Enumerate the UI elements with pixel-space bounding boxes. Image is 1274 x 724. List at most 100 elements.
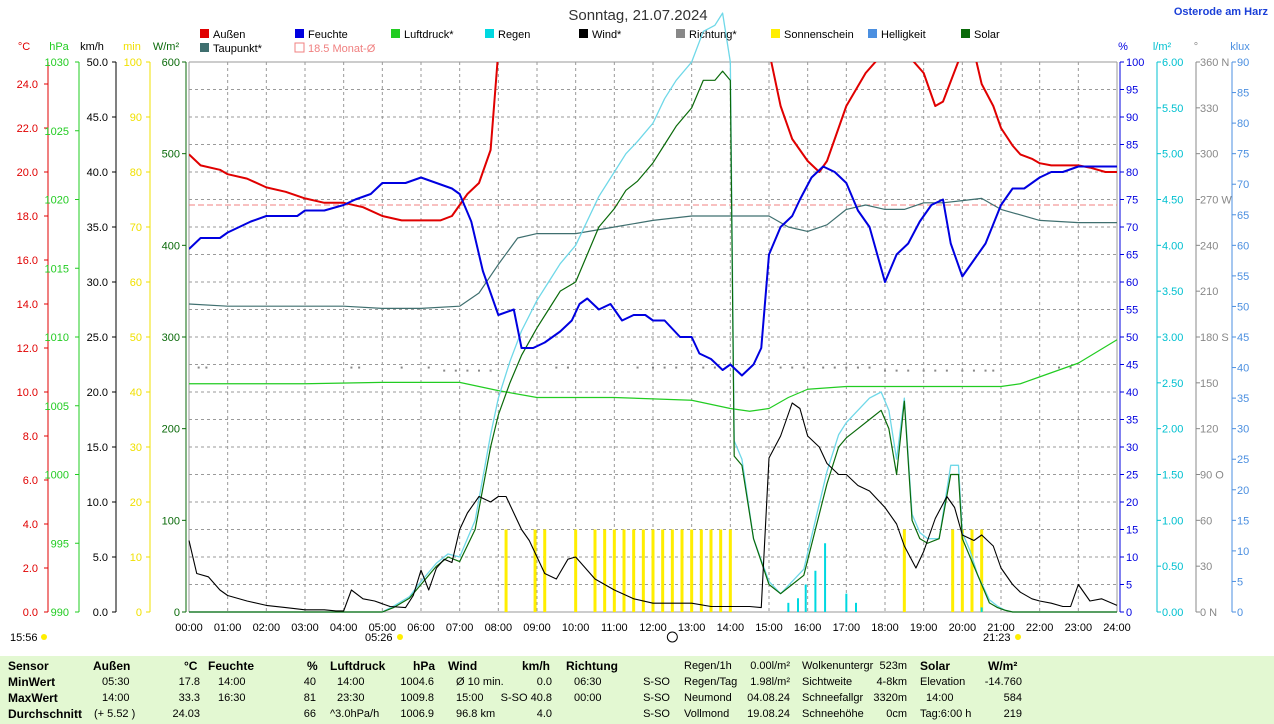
direction-dot: [663, 366, 666, 369]
brightness-tick-label: 25: [1237, 454, 1249, 466]
regen-1h-label: Regen/1h: [684, 660, 732, 672]
brightness-tick-label: 40: [1237, 363, 1249, 375]
legend-label-solar: Solar: [974, 29, 1000, 41]
rain-tick-label: 1.00: [1162, 515, 1183, 527]
brightness-tick-label: 75: [1237, 149, 1249, 161]
x-tick-label: 23:00: [1065, 622, 1093, 634]
direction-dot: [1069, 366, 1072, 369]
direction-dot: [702, 366, 705, 369]
x-tick-label: 08:00: [485, 622, 513, 634]
humidity-tick-label: 85: [1126, 140, 1138, 152]
pressure-tick-label: 1000: [45, 470, 69, 482]
temp-tick-label: 4.0: [23, 519, 38, 531]
brightness-tick-label: 70: [1237, 179, 1249, 191]
direction-tick-label: 330: [1200, 103, 1218, 115]
direction-tick-label: 150: [1200, 378, 1218, 390]
solar-axis-unit: W/m²: [153, 41, 180, 53]
sunshine-bar: [641, 529, 645, 612]
direction-tick-label: 240: [1200, 240, 1218, 252]
neumond-label: Neumond: [684, 692, 732, 704]
legend-swatch-taupunkt: [200, 43, 209, 52]
wind-tick-label: 30.0: [87, 277, 108, 289]
sunmin-tick-label: 30: [130, 442, 142, 454]
sunshine-bar: [960, 529, 964, 612]
legend-label-au-en: Außen: [213, 29, 245, 41]
sunshine-bar: [533, 529, 537, 612]
temperature-line: [189, 62, 1117, 222]
wind-tick-label: 25.0: [87, 332, 108, 344]
direction-dot: [350, 366, 353, 369]
temp-axis-unit: °C: [18, 41, 30, 53]
solar-max-time: 14:00: [926, 692, 954, 704]
richtung-header: Richtung: [566, 659, 618, 673]
solar-elevation-value: -14.760: [984, 676, 1022, 688]
x-tick-label: 00:00: [175, 622, 203, 634]
brightness-tick-label: 80: [1237, 118, 1249, 130]
humidity-tick-label: 20: [1126, 497, 1138, 509]
direction-dot: [636, 366, 639, 369]
pressure-tick-label: 1005: [45, 401, 69, 413]
wind-min-value: 0.0: [536, 676, 552, 688]
wind-line: [188, 402, 1118, 612]
rain-tick-label: 0.50: [1162, 561, 1183, 573]
sensor-header: Sensor: [8, 659, 49, 673]
direction-dot: [822, 366, 825, 369]
temp-tick-label: 12.0: [17, 343, 38, 355]
wind-tick-label: 20.0: [87, 387, 108, 399]
rain-tick-label: 3.00: [1162, 332, 1183, 344]
solar-elevation-label: Elevation: [920, 676, 966, 688]
solar-avg-value: 219: [1003, 708, 1022, 720]
rain-axis-unit: l/m²: [1153, 41, 1172, 53]
humidity-tick-label: 25: [1126, 470, 1138, 482]
sichtweite-value: 4-8km: [876, 676, 907, 688]
solar-max-value: 584: [1003, 692, 1022, 704]
direction-dot: [907, 369, 910, 372]
schneefall-value: 3320m: [873, 692, 907, 704]
sunshine-bar: [593, 529, 597, 612]
sunshine-bar: [728, 529, 732, 612]
humidity-tick-label: 55: [1126, 305, 1138, 317]
direction-dot: [478, 369, 480, 372]
direction-tick-label: 360 N: [1200, 57, 1229, 69]
direction-dot: [489, 369, 492, 372]
temp-tick-label: 24.0: [17, 79, 38, 91]
legend-label-feuchte: Feuchte: [308, 29, 348, 41]
sunmin-tick-label: 60: [130, 277, 142, 289]
wind-tick-label: 10.0: [87, 497, 108, 509]
direction-dot: [845, 366, 848, 369]
direction-dot: [555, 366, 558, 369]
x-tick-label: 01:00: [214, 622, 242, 634]
direction-tick-label: 180 S: [1200, 332, 1229, 344]
temp-tick-label: 22.0: [17, 123, 38, 135]
solar-sunhours: Tag:6:00 h: [920, 708, 972, 720]
legend-label-luftdruck: Luftdruck*: [404, 29, 454, 41]
temp-tick-label: 16.0: [17, 255, 38, 267]
x-tick-label: 11:00: [601, 622, 628, 634]
legend: Außen Feuchte Luftdruck* Regen Wind* Richtung…: [200, 29, 1000, 55]
direction-dot: [856, 366, 859, 369]
temp-tick-label: 2.0: [23, 563, 38, 575]
direction-dot: [992, 369, 995, 372]
humidity-tick-label: 35: [1126, 415, 1138, 427]
sunmin-axis-unit: min: [123, 41, 141, 53]
station-link[interactable]: Osterode am Harz: [1174, 6, 1269, 18]
x-tick-label: 12:00: [639, 622, 667, 634]
humidity-tick-label: 65: [1126, 250, 1138, 262]
right-axes: %051015202530354045505560657075808590951…: [1118, 41, 1250, 619]
temp-tick-label: 8.0: [23, 431, 38, 443]
direction-dot: [791, 366, 794, 369]
humidity-tick-label: 80: [1126, 167, 1138, 179]
rain-bar: [787, 602, 790, 612]
sunshine-bar: [980, 529, 984, 612]
solar-tick-label: 0: [174, 607, 180, 619]
temp-tick-label: 14.0: [17, 299, 38, 311]
direction-dot: [984, 369, 987, 372]
aussen-max-value: 33.3: [178, 692, 200, 704]
x-tick-label: 09:00: [523, 622, 551, 634]
brightness-line: [189, 12, 1117, 613]
legend-swatch-solar: [961, 29, 970, 38]
rain-bar: [980, 607, 983, 612]
direction-dot: [690, 366, 693, 369]
sunshine-bar: [603, 529, 607, 612]
direction-dot: [454, 369, 457, 372]
